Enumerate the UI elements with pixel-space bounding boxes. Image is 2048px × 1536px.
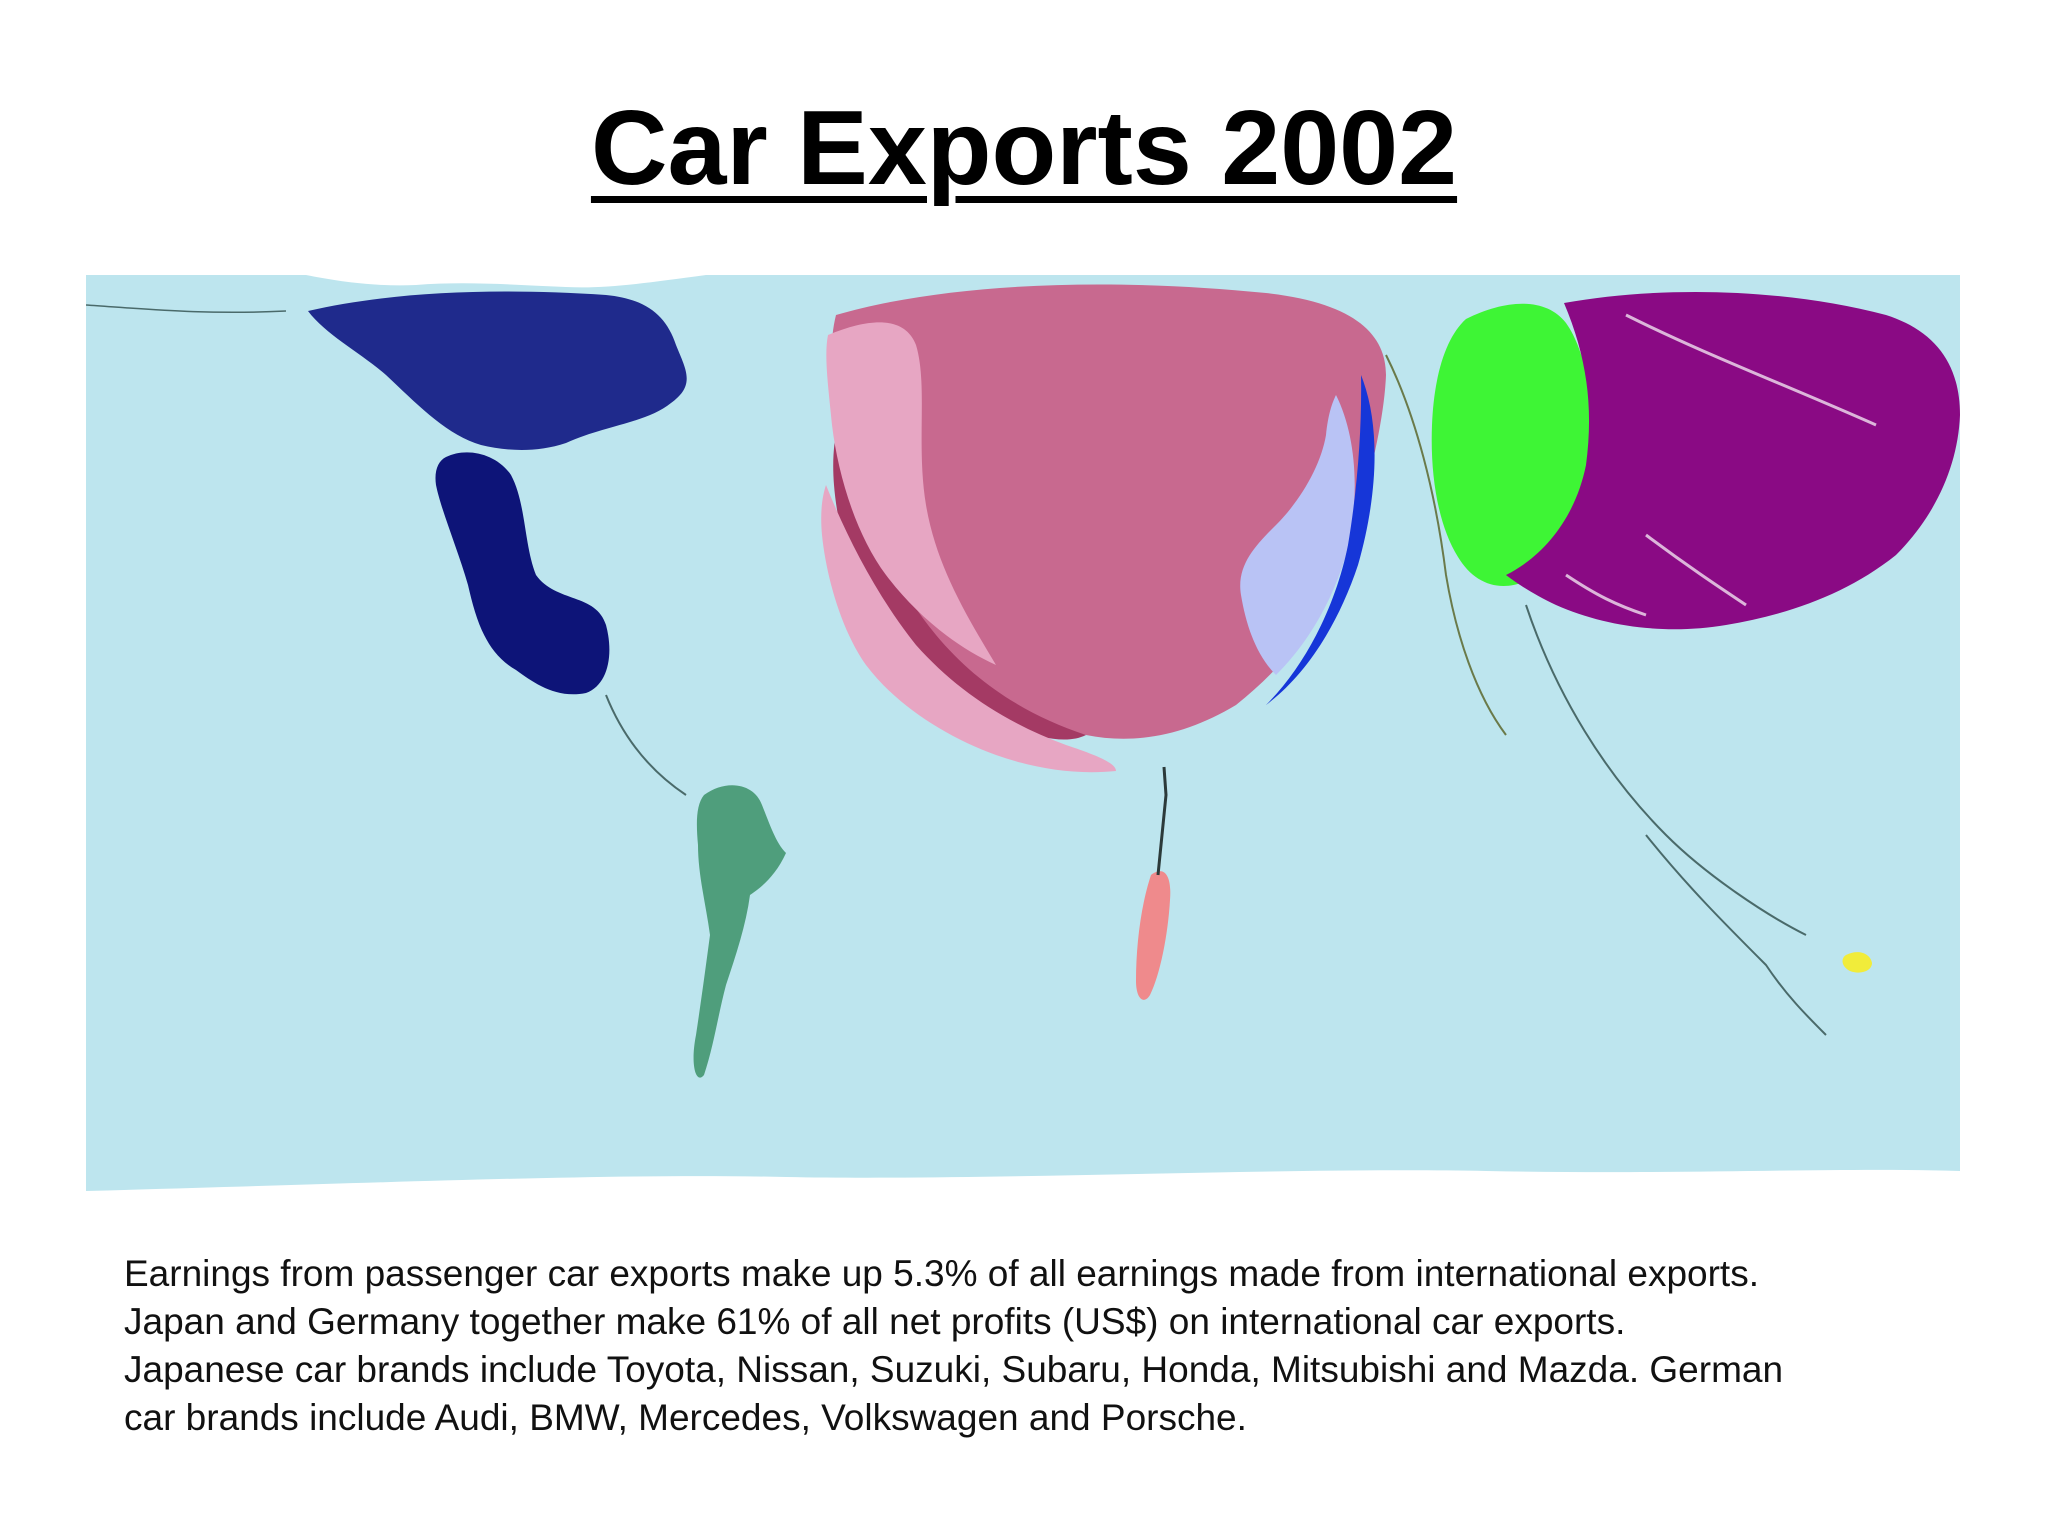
arctic-ice: [306, 275, 706, 288]
region-north-america: [308, 291, 687, 450]
antarctica: [86, 1169, 1960, 1199]
africa-stalk: [1156, 766, 1168, 876]
thread-arctic: [86, 304, 287, 314]
caption-line-3: Japanese car brands include Toyota, Niss…: [124, 1349, 1784, 1390]
caption-line-2: Japan and Germany together make 61% of a…: [124, 1301, 1626, 1342]
cartogram-map: [86, 275, 1960, 1199]
region-northern-africa-europe-edge: [821, 485, 1116, 773]
region-eastern-europe: [833, 425, 1086, 740]
region-central-europe-blue-edge: [1266, 375, 1375, 705]
caption: Earnings from passenger car exports make…: [124, 1250, 1944, 1442]
japan-streak-1: [1625, 313, 1877, 427]
caption-line-1: Earnings from passenger car exports make…: [124, 1253, 1759, 1294]
thread-asia-southeast: [1645, 834, 1827, 1036]
slide-title: Car Exports 2002: [590, 89, 1458, 207]
thread-europe-asia: [1385, 354, 1507, 736]
japan-streak-3: [1565, 573, 1647, 617]
region-mexico-central-america: [435, 452, 610, 695]
region-oceania: [1842, 952, 1872, 973]
japan-streak-2: [1645, 533, 1747, 607]
region-southern-europe: [826, 322, 996, 665]
thread-central-america: [605, 694, 687, 796]
thread-asia-south: [1525, 604, 1807, 936]
region-japan: [1506, 291, 1960, 630]
region-east-asia-china: [1431, 303, 1592, 587]
region-africa: [1136, 871, 1171, 1000]
map-svg: [86, 275, 1960, 1199]
region-south-america: [693, 785, 786, 1078]
region-central-europe-blue: [1240, 395, 1355, 675]
caption-line-4: car brands include Audi, BMW, Mercedes, …: [124, 1397, 1247, 1438]
